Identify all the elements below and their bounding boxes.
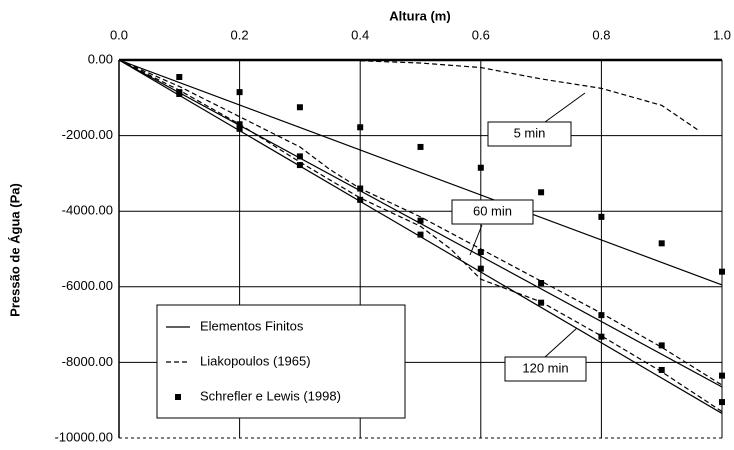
x-tick-label: 0.2 [231,27,249,42]
x-axis-title: Altura (m) [389,8,450,23]
annotation-leader [544,327,578,358]
data-point [477,249,484,256]
y-tick-label: -4000.00 [62,203,113,218]
data-point [719,372,725,379]
data-point [538,189,545,196]
data-point [417,231,424,238]
data-point [236,89,243,96]
data-point [176,74,183,81]
data-point [357,185,364,192]
data-point [538,299,545,306]
y-tick-label: 0.00 [88,51,113,66]
data-point [719,399,725,406]
y-axis-title: Pressão de Água (Pa) [7,183,22,317]
legend-label: Schrefler e Lewis (1998) [200,388,341,403]
annotation-leader [544,92,586,123]
data-point [658,366,665,373]
x-tick-label: 0.0 [110,27,128,42]
series-line [118,59,723,413]
data-point [236,121,243,128]
annotation-label: 120 min [522,360,568,375]
y-tick-label: -8000.00 [62,354,113,369]
series-line [118,59,723,286]
x-tick-label: 1.0 [713,27,731,42]
data-point [598,213,605,220]
annotation-label: 60 min [473,203,512,218]
data-point [477,265,484,272]
data-point [296,153,303,160]
series-line [118,59,723,386]
data-point [357,124,364,131]
x-tick-label: 0.8 [592,27,610,42]
data-point [296,162,303,169]
data-point [477,164,484,171]
legend-marker [175,394,181,400]
annotation-label: 5 min [514,125,546,140]
y-tick-label: -2000.00 [62,127,113,142]
y-tick-label: -6000.00 [62,278,113,293]
data-point [417,143,424,150]
series-line [360,60,699,131]
x-tick-label: 0.4 [351,27,369,42]
legend-box [156,304,406,419]
annotation-box [487,121,572,147]
data-point [236,125,243,132]
data-point [538,280,545,287]
data-point [417,217,424,224]
legend-label: Elementos Finitos [200,318,304,333]
data-point [176,91,183,98]
data-point [598,333,605,340]
annotation-box [504,356,587,382]
annotation-box [451,199,534,225]
data-point [598,312,605,319]
data-point [658,240,665,247]
data-point [658,342,665,349]
y-tick-label: -10000.00 [54,429,113,444]
annotation-leader [469,224,483,256]
data-point [357,196,364,203]
legend-label: Liakopoulos (1965) [200,353,311,368]
data-point [719,268,725,275]
data-point [296,104,303,111]
x-tick-label: 0.6 [472,27,490,42]
